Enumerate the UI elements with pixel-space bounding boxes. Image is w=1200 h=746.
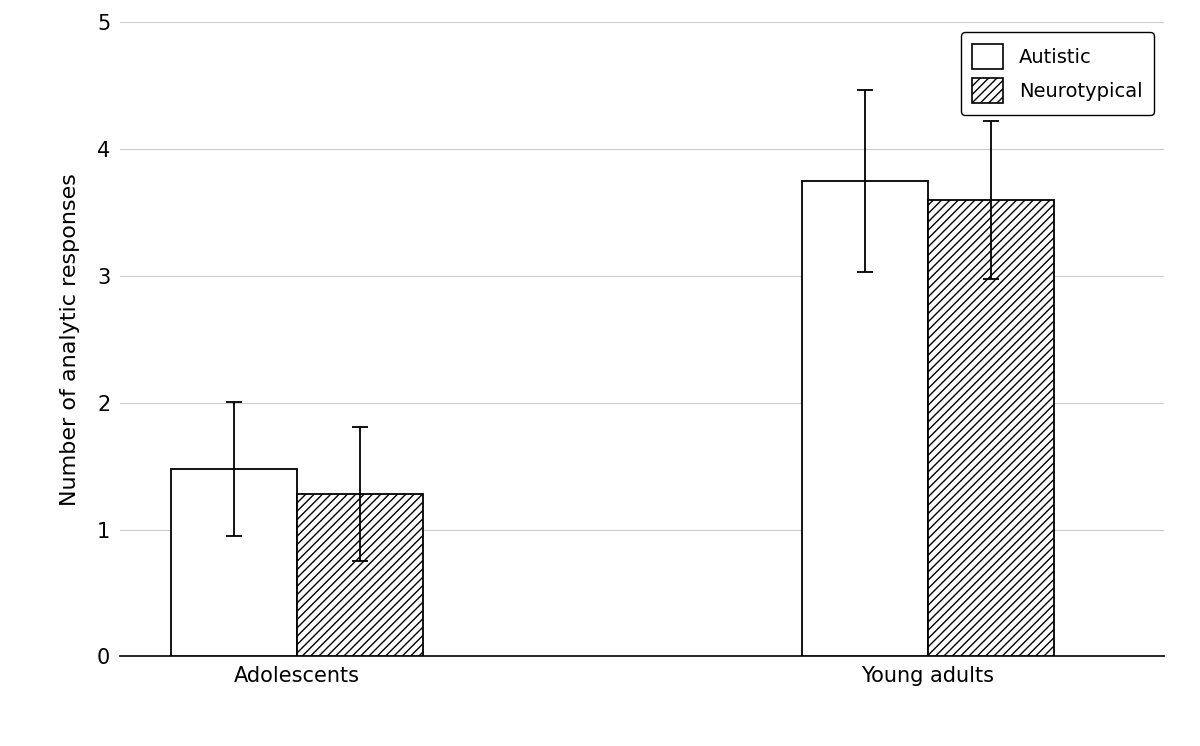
Bar bbox=[172, 468, 298, 656]
Bar bbox=[928, 200, 1054, 656]
Bar bbox=[298, 494, 424, 656]
Y-axis label: Number of analytic responses: Number of analytic responses bbox=[60, 173, 80, 506]
Legend: Autistic, Neurotypical: Autistic, Neurotypical bbox=[961, 32, 1154, 115]
Bar bbox=[802, 181, 928, 656]
